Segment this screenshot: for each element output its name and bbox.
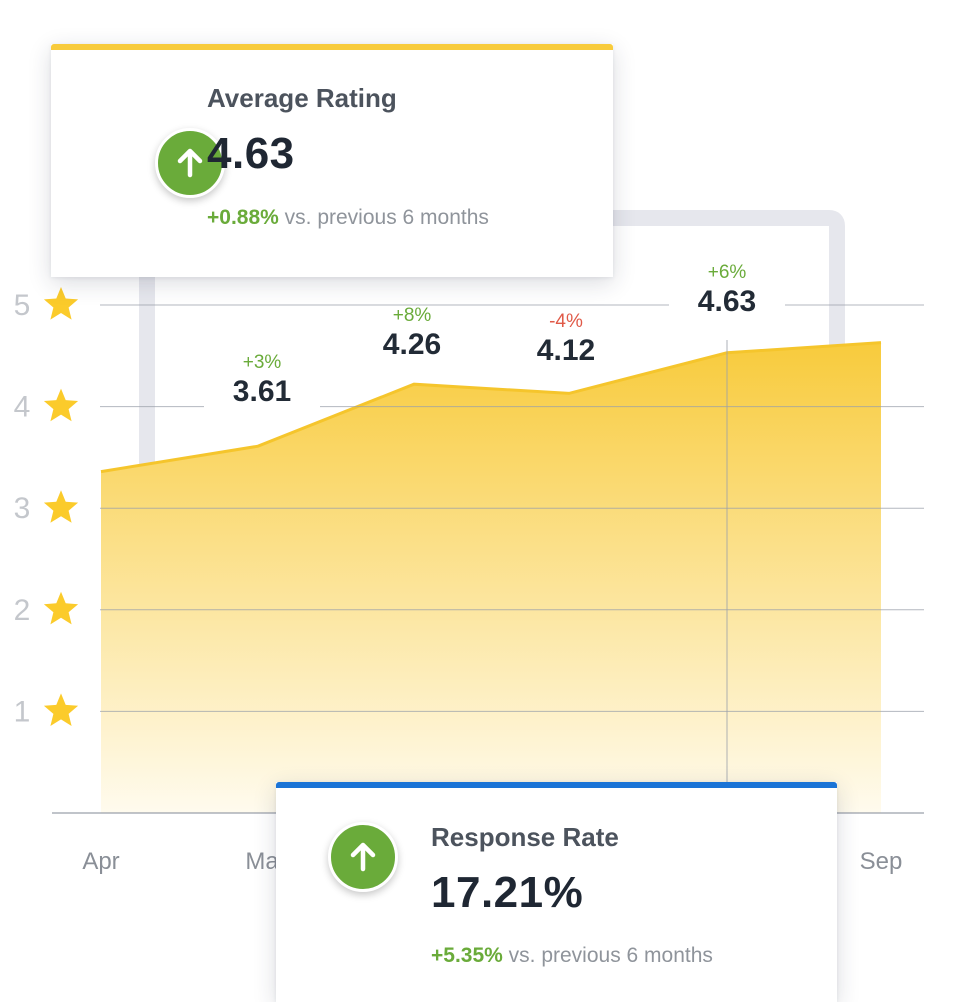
change-label: +6%: [708, 262, 747, 283]
response-rate-card: Response Rate 17.21% +5.35% vs. previous…: [276, 782, 837, 1002]
x-tick-label: Apr: [82, 848, 119, 875]
card-value: 17.21%: [431, 868, 584, 917]
x-tick-label: Sep: [860, 848, 903, 875]
card-title: Average Rating: [207, 83, 397, 113]
change-label: -4%: [549, 311, 583, 332]
change-value: +5.35%: [431, 944, 503, 967]
card-comparison: +5.35% vs. previous 6 months: [431, 944, 713, 968]
y-tick-label: 5: [14, 289, 31, 322]
y-tick-label: 1: [14, 695, 31, 728]
y-tick-label: 2: [14, 594, 31, 627]
card-accent-bar: [276, 782, 837, 788]
card-accent-bar: [51, 44, 613, 50]
change-value: +0.88%: [207, 206, 279, 229]
star-icon: [43, 388, 79, 422]
arrow-up-icon: [155, 128, 225, 198]
star-icon: [43, 591, 79, 625]
star-icon: [43, 287, 79, 320]
y-tick-label: 3: [14, 492, 31, 525]
y-tick-label: 4: [14, 391, 31, 424]
comparison-text: vs. previous 6 months: [284, 206, 489, 229]
value-label: 3.61: [233, 375, 291, 408]
value-label: 4.12: [537, 334, 595, 367]
label-backdrop: [669, 281, 785, 319]
card-value: 4.63: [207, 129, 295, 178]
value-label: 4.26: [383, 328, 441, 361]
average-rating-card: Average Rating 4.63 +0.88% vs. previous …: [51, 44, 613, 277]
label-backdrop: [508, 330, 624, 368]
star-icon: [43, 693, 79, 726]
rating-line: [100, 341, 882, 474]
x-tick-label: Ma: [245, 848, 279, 875]
change-label: +8%: [393, 305, 432, 326]
rating-area: [101, 342, 881, 813]
star-icon: [43, 490, 79, 523]
value-label: 4.63: [698, 285, 756, 318]
change-label: +3%: [243, 352, 282, 373]
label-backdrop: [204, 371, 320, 409]
comparison-text: vs. previous 6 months: [508, 944, 713, 967]
arrow-up-icon: [328, 822, 398, 892]
card-title: Response Rate: [431, 822, 619, 852]
card-comparison: +0.88% vs. previous 6 months: [207, 206, 489, 230]
label-backdrop: [354, 324, 470, 362]
